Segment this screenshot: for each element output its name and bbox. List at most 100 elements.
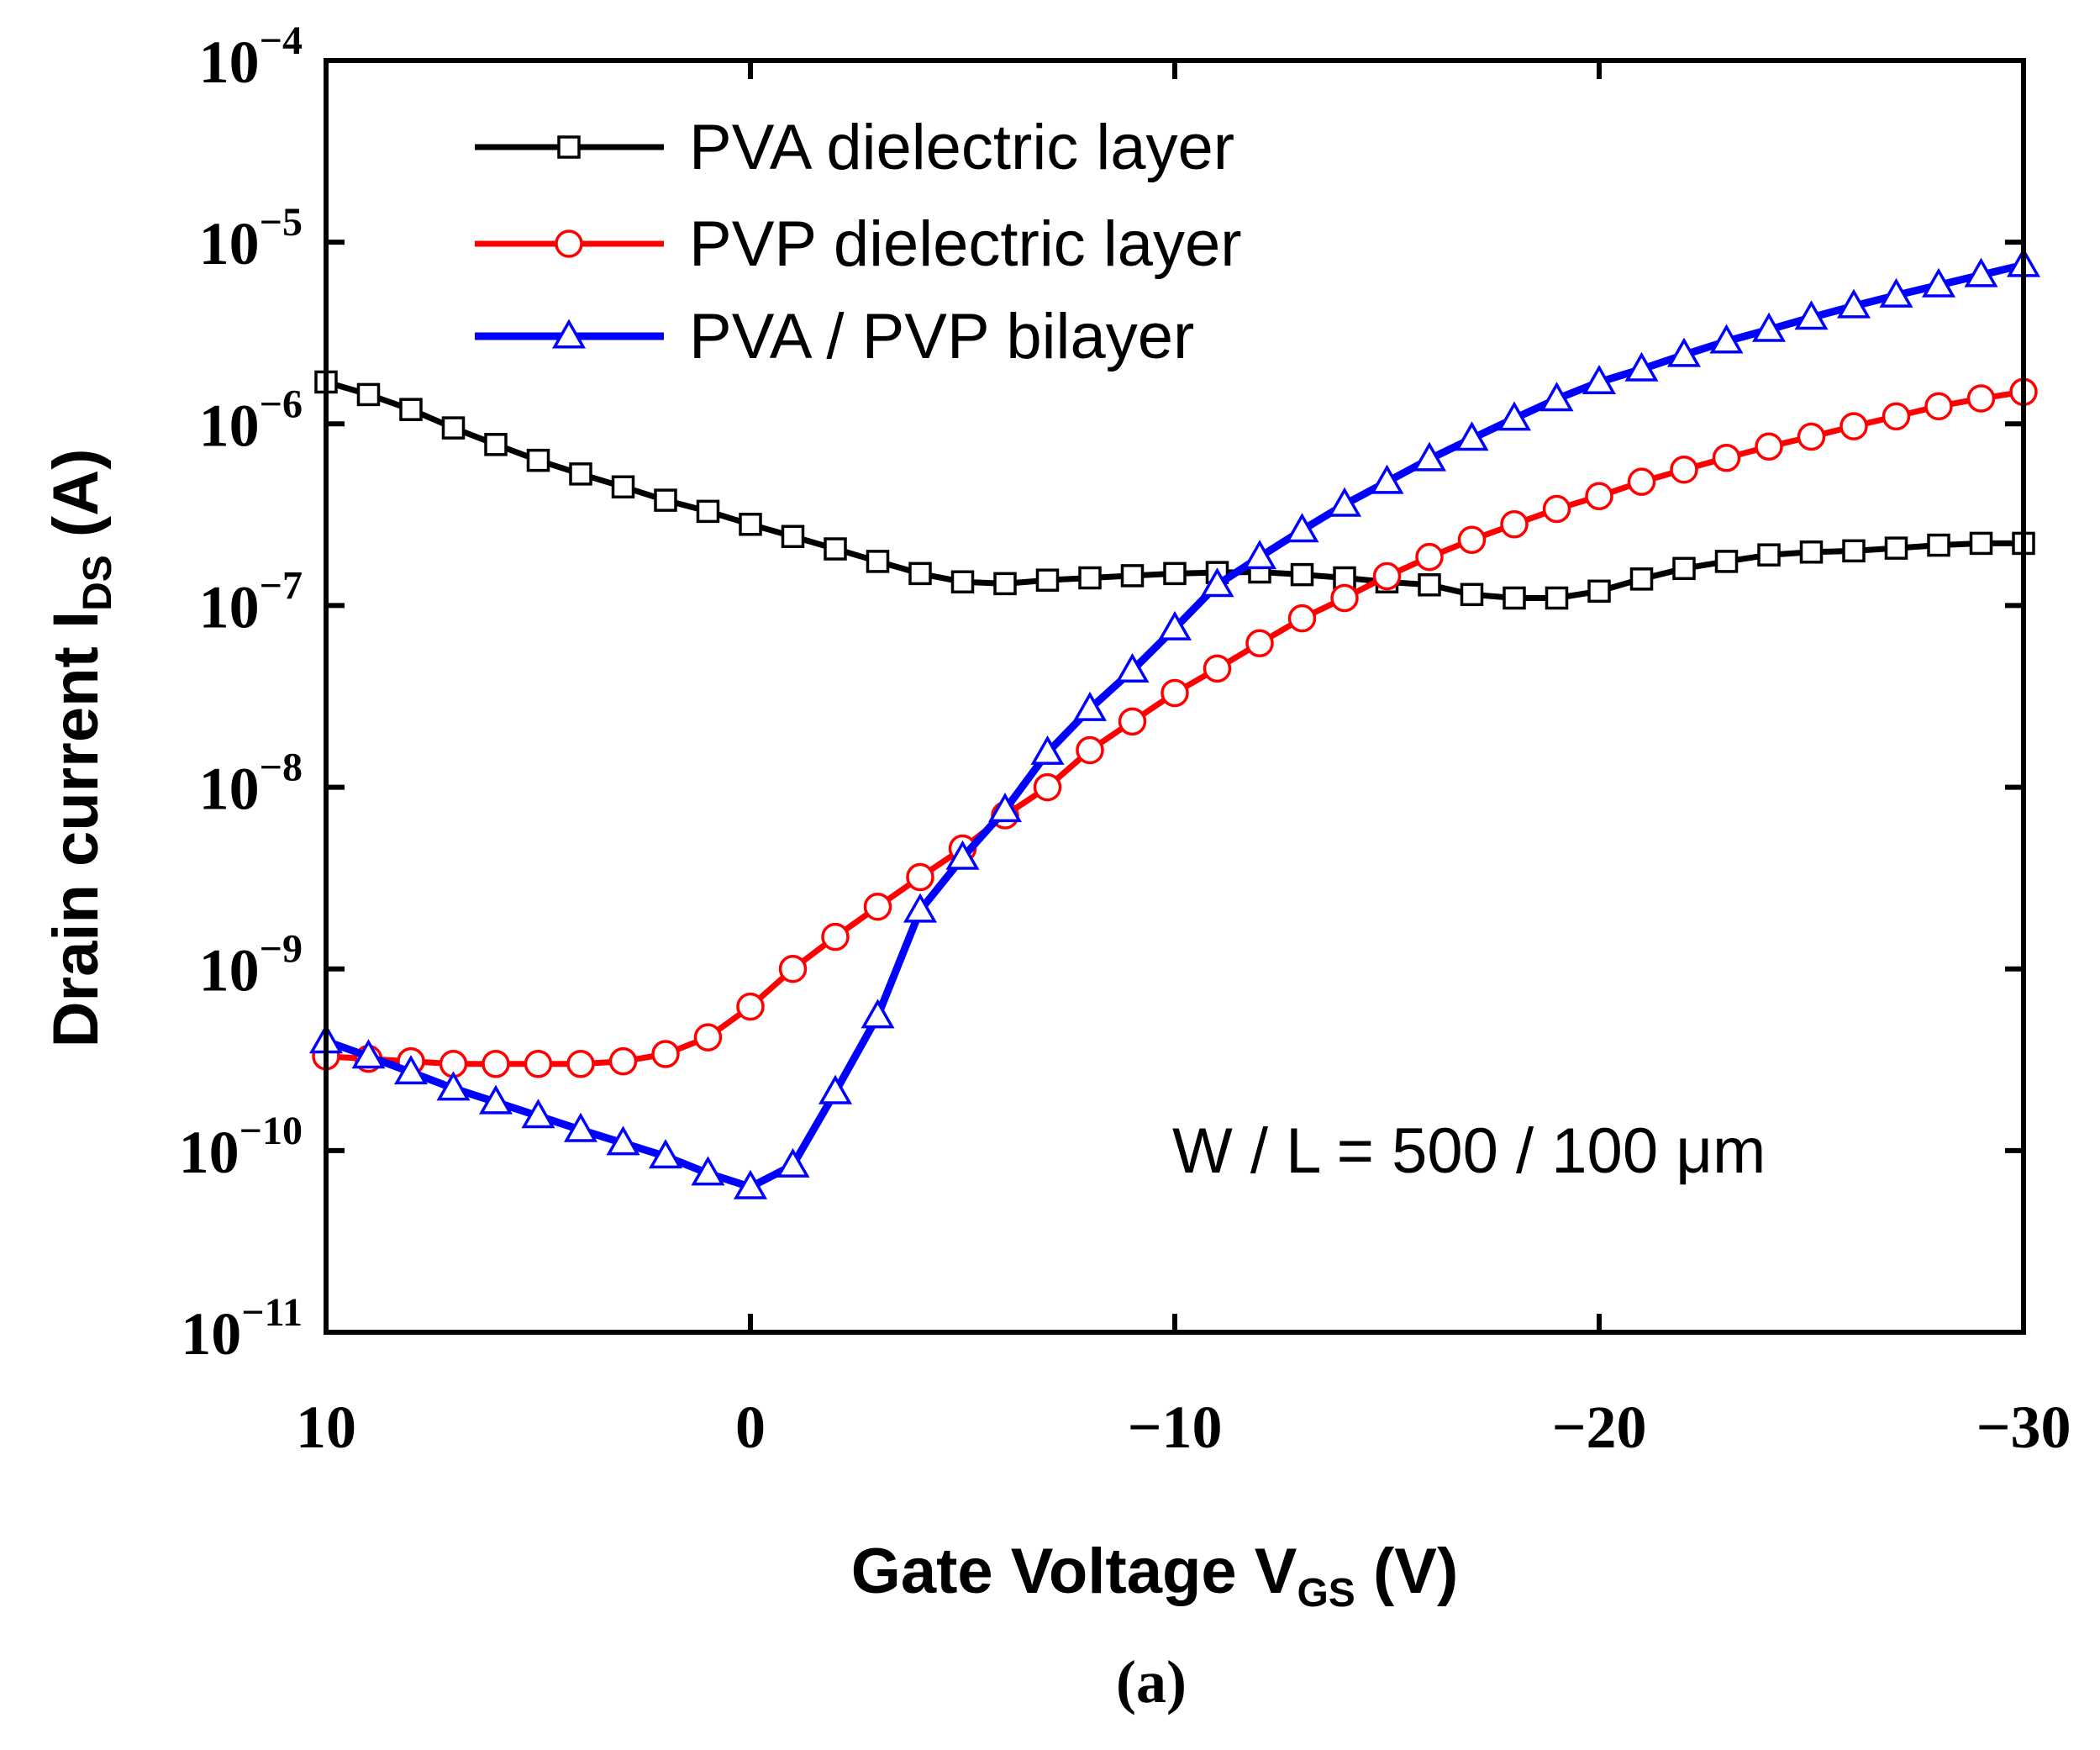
series-2-point-24 [1327, 487, 1362, 517]
y-axis-label: Drain current IDS (A) [40, 449, 120, 1048]
series-0-point-20 [1163, 561, 1187, 586]
series-1-point-39 [1966, 384, 1996, 413]
series-1-point-37 [1882, 402, 1911, 431]
series-1-point-34 [1755, 432, 1783, 461]
series-1-point-13 [863, 892, 892, 921]
series-1-point-17 [1033, 772, 1062, 802]
x-axis-label-main: Gate Voltage V [851, 1536, 1297, 1607]
y-tick-exp-0: −11 [241, 1290, 303, 1335]
y-tick-label-7: 10−4 [199, 18, 303, 96]
series-1-point-23 [1287, 604, 1317, 633]
series-2-point-16 [987, 793, 1023, 823]
y-tick-label-6: 10−5 [199, 200, 303, 277]
series-1-point-7 [608, 1046, 638, 1076]
series-0-point-6 [569, 462, 592, 486]
series-2-point-35 [1794, 300, 1829, 330]
x-axis-label-sub: GS [1297, 1571, 1355, 1616]
series-2-point-10 [733, 1169, 768, 1199]
series-1-point-31 [1627, 467, 1656, 496]
legend-label-1: PVP dielectric layer [689, 208, 1242, 280]
series-1-point-6 [566, 1049, 595, 1078]
series-2-point-1 [351, 1039, 386, 1069]
series-0-point-4 [484, 433, 508, 456]
series-0-point-16 [993, 572, 1017, 596]
y-tick-label-5: 10−6 [199, 382, 303, 459]
y-tick-label-1: 10−10 [179, 1109, 303, 1186]
series-2-point-31 [1624, 351, 1659, 382]
series-1-point-20 [1161, 678, 1189, 708]
y-tick-label-4: 10−7 [199, 563, 303, 640]
series-0-point-19 [1120, 564, 1145, 588]
series-1-point-32 [1670, 455, 1698, 484]
y-tick-exp-4: −7 [260, 563, 303, 608]
legend-label-0: PVA dielectric layer [689, 112, 1234, 183]
series-2-point-28 [1497, 401, 1532, 431]
series-0-point-7 [611, 475, 635, 498]
series-1-point-9 [693, 1023, 723, 1052]
y-tick-base-3: 10 [199, 756, 260, 823]
series-0-point-14 [908, 561, 932, 586]
legend-label-2: PVA / PVP bilayer [689, 301, 1194, 372]
x-tick-label-3: −20 [1551, 1394, 1646, 1461]
series-1-point-12 [821, 922, 850, 951]
series-0-point-18 [1078, 566, 1102, 590]
series-0-point-29 [1545, 586, 1569, 610]
series-0-point-35 [1799, 540, 1824, 564]
series-2-point-30 [1582, 364, 1617, 394]
series-1-point-5 [524, 1049, 553, 1078]
series-1-point-21 [1203, 654, 1232, 683]
series-2-point-14 [903, 893, 938, 923]
series-0-point-27 [1460, 582, 1484, 607]
series-0-point-10 [739, 513, 762, 536]
x-tick-label-1: 0 [735, 1394, 766, 1461]
series-2-point-3 [436, 1071, 471, 1101]
series-2-point-39 [1964, 257, 1998, 287]
series-0-point-5 [526, 448, 550, 472]
x-axis-label-tail: (V) [1355, 1536, 1458, 1607]
x-tick-label-2: −10 [1127, 1394, 1222, 1461]
series-2-point-9 [691, 1156, 725, 1186]
series-0-point-30 [1587, 579, 1611, 604]
series-2-point-11 [776, 1147, 810, 1178]
y-tick-base-5: 10 [199, 392, 260, 459]
series-2-point-27 [1455, 421, 1489, 451]
series-2-point-8 [648, 1139, 683, 1169]
x-tick-label-0: 10 [296, 1394, 356, 1461]
figure-caption: (a) [1116, 1648, 1187, 1716]
y-axis-label-tail: (A) [40, 449, 112, 556]
y-tick-exp-6: −5 [260, 200, 303, 245]
y-tick-base-6: 10 [199, 210, 260, 277]
annotation-wl: W / L = 500 / 100 μm [1172, 1115, 1766, 1187]
series-0-point-32 [1672, 556, 1696, 581]
series-2-point-21 [1200, 567, 1234, 598]
series-0-point-9 [696, 499, 720, 524]
series-2-point-29 [1539, 382, 1574, 412]
series-1-point-26 [1415, 542, 1444, 572]
series-1-point-14 [906, 862, 934, 892]
series-0-point-1 [356, 382, 381, 407]
series-2-point-36 [1836, 288, 1871, 319]
series-1-point-27 [1457, 525, 1487, 554]
series-1-point-8 [651, 1040, 680, 1068]
series-1-point-35 [1797, 422, 1826, 451]
series-2-point-18 [1072, 691, 1108, 721]
series-0-point-26 [1418, 573, 1441, 597]
series-0-point-39 [1969, 531, 1993, 556]
series-1-point-29 [1542, 494, 1571, 524]
series-2-point-2 [393, 1055, 429, 1085]
y-tick-exp-7: −4 [260, 18, 303, 63]
series-1-point-24 [1330, 583, 1359, 613]
x-tick-labels: 10 0 −10 −20 −30 [296, 1394, 2071, 1461]
series-2-point-12 [818, 1074, 853, 1104]
y-tick-exp-5: −6 [260, 382, 303, 426]
series-2-point-33 [1709, 324, 1744, 354]
series-2-point-17 [1030, 735, 1065, 765]
series-0-point-36 [1842, 539, 1866, 563]
series-1-point-19 [1118, 707, 1147, 736]
series-0-point-38 [1927, 533, 1950, 557]
plot-frame [324, 58, 2026, 1335]
series-1-point-25 [1372, 561, 1402, 591]
y-tick-exp-3: −8 [260, 746, 303, 790]
series-1-point-18 [1076, 735, 1104, 765]
